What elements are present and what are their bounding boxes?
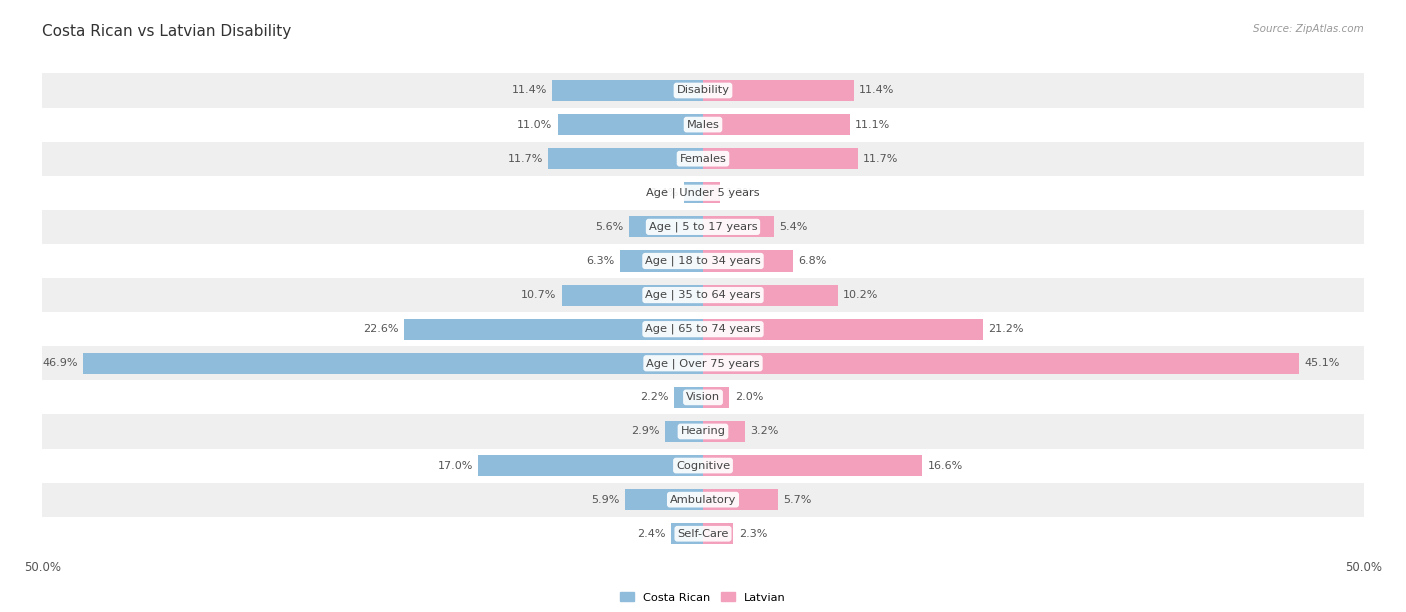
Bar — [42, 380, 1364, 414]
Bar — [703, 216, 775, 237]
Text: 22.6%: 22.6% — [364, 324, 399, 334]
Bar — [703, 148, 858, 170]
Bar — [83, 353, 703, 374]
Bar — [42, 244, 1364, 278]
Bar — [42, 108, 1364, 141]
Text: 45.1%: 45.1% — [1305, 358, 1340, 368]
Text: 2.4%: 2.4% — [637, 529, 666, 539]
Text: 5.4%: 5.4% — [780, 222, 808, 232]
Bar — [42, 449, 1364, 483]
Text: 11.7%: 11.7% — [508, 154, 543, 163]
Bar — [665, 421, 703, 442]
Bar — [703, 387, 730, 408]
Bar — [42, 346, 1364, 380]
Bar — [42, 73, 1364, 108]
Text: 2.2%: 2.2% — [640, 392, 669, 402]
Text: Females: Females — [679, 154, 727, 163]
Text: Self-Care: Self-Care — [678, 529, 728, 539]
Text: 1.4%: 1.4% — [651, 188, 679, 198]
Bar — [703, 114, 849, 135]
Text: Hearing: Hearing — [681, 427, 725, 436]
Bar — [628, 216, 703, 237]
Bar — [703, 319, 983, 340]
Text: 16.6%: 16.6% — [928, 461, 963, 471]
Bar — [42, 312, 1364, 346]
Text: 10.7%: 10.7% — [520, 290, 557, 300]
Text: 11.4%: 11.4% — [512, 86, 547, 95]
Text: 11.1%: 11.1% — [855, 119, 890, 130]
Bar — [620, 250, 703, 272]
Bar — [703, 489, 779, 510]
Text: Costa Rican vs Latvian Disability: Costa Rican vs Latvian Disability — [42, 24, 291, 40]
Bar — [42, 483, 1364, 517]
Bar — [703, 80, 853, 101]
Bar — [685, 182, 703, 203]
Bar — [703, 455, 922, 476]
Text: 6.3%: 6.3% — [586, 256, 614, 266]
Bar — [405, 319, 703, 340]
Text: Age | Over 75 years: Age | Over 75 years — [647, 358, 759, 368]
Text: Disability: Disability — [676, 86, 730, 95]
Bar — [673, 387, 703, 408]
Bar — [42, 141, 1364, 176]
Text: 6.8%: 6.8% — [799, 256, 827, 266]
Text: Vision: Vision — [686, 392, 720, 402]
Text: 21.2%: 21.2% — [988, 324, 1024, 334]
Bar — [703, 353, 1299, 374]
Text: 46.9%: 46.9% — [42, 358, 77, 368]
Text: 5.9%: 5.9% — [592, 494, 620, 505]
Bar — [703, 250, 793, 272]
Bar — [42, 176, 1364, 210]
Text: 3.2%: 3.2% — [751, 427, 779, 436]
Bar — [703, 421, 745, 442]
Bar — [626, 489, 703, 510]
Bar — [561, 285, 703, 305]
Text: Age | 65 to 74 years: Age | 65 to 74 years — [645, 324, 761, 334]
Text: Ambulatory: Ambulatory — [669, 494, 737, 505]
Text: 11.0%: 11.0% — [517, 119, 553, 130]
Text: 5.7%: 5.7% — [783, 494, 813, 505]
Bar — [548, 148, 703, 170]
Text: 11.7%: 11.7% — [863, 154, 898, 163]
Text: Cognitive: Cognitive — [676, 461, 730, 471]
Bar — [42, 278, 1364, 312]
Text: 10.2%: 10.2% — [844, 290, 879, 300]
Text: 17.0%: 17.0% — [437, 461, 472, 471]
Text: 5.6%: 5.6% — [596, 222, 624, 232]
Bar — [671, 523, 703, 544]
Bar — [703, 182, 720, 203]
Bar — [558, 114, 703, 135]
Text: Males: Males — [686, 119, 720, 130]
Text: 11.4%: 11.4% — [859, 86, 894, 95]
Legend: Costa Rican, Latvian: Costa Rican, Latvian — [616, 588, 790, 607]
Bar — [553, 80, 703, 101]
Text: 2.9%: 2.9% — [631, 427, 659, 436]
Text: Age | 18 to 34 years: Age | 18 to 34 years — [645, 256, 761, 266]
Text: Source: ZipAtlas.com: Source: ZipAtlas.com — [1253, 24, 1364, 34]
Bar — [42, 210, 1364, 244]
Bar — [42, 517, 1364, 551]
Bar — [703, 285, 838, 305]
Text: Age | Under 5 years: Age | Under 5 years — [647, 187, 759, 198]
Text: 2.3%: 2.3% — [738, 529, 768, 539]
Text: 1.3%: 1.3% — [725, 188, 754, 198]
Bar — [478, 455, 703, 476]
Text: Age | 5 to 17 years: Age | 5 to 17 years — [648, 222, 758, 232]
Bar — [703, 523, 734, 544]
Text: Age | 35 to 64 years: Age | 35 to 64 years — [645, 290, 761, 300]
Text: 2.0%: 2.0% — [735, 392, 763, 402]
Bar — [42, 414, 1364, 449]
